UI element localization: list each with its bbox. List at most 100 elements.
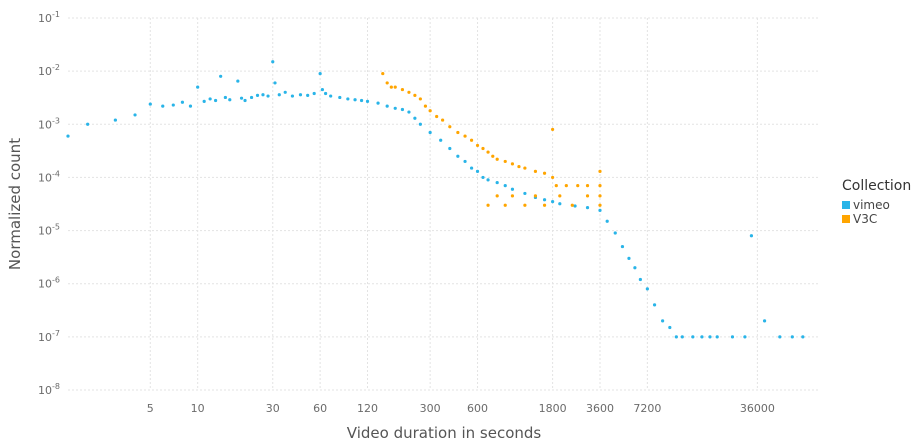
point-vimeo (385, 104, 389, 108)
point-v3c (441, 118, 445, 122)
point-vimeo (318, 71, 322, 76)
point-vimeo (668, 325, 672, 330)
point-vimeo (680, 335, 684, 339)
y-tick-base: 10 (38, 331, 52, 344)
point-vimeo (171, 103, 175, 107)
y-tick-exponent: -8 (52, 382, 60, 391)
point-vimeo (324, 91, 328, 96)
point-vimeo (359, 98, 364, 103)
point-v3c (523, 203, 527, 207)
point-vimeo (778, 335, 782, 339)
point-vimeo (214, 98, 218, 103)
point-vimeo (418, 122, 422, 126)
point-v3c (491, 154, 495, 158)
point-v3c (598, 169, 602, 173)
y-tick-base: 10 (38, 65, 52, 78)
point-v3c (413, 93, 417, 97)
point-v3c (598, 203, 602, 207)
point-vimeo (365, 99, 370, 103)
point-vimeo (469, 166, 474, 170)
point-vimeo (715, 335, 719, 339)
point-vimeo (228, 98, 232, 102)
point-vimeo (266, 94, 270, 98)
point-v3c (510, 194, 515, 198)
point-vimeo (290, 94, 295, 98)
point-vimeo (645, 287, 649, 291)
point-v3c (469, 138, 474, 142)
y-tick-base: 10 (38, 118, 52, 131)
grid (68, 17, 820, 391)
point-vimeo (456, 154, 460, 158)
point-v3c (551, 175, 555, 180)
point-vimeo (113, 118, 117, 122)
point-vimeo (523, 191, 527, 196)
point-v3c (495, 157, 499, 161)
y-tick-label: 10-5 (38, 223, 60, 238)
point-vimeo (551, 200, 555, 204)
point-vimeo (801, 335, 805, 339)
y-tick-base: 10 (38, 278, 52, 291)
point-v3c (542, 171, 547, 175)
point-v3c (554, 184, 558, 188)
y-axis-ticks: 10-810-710-610-510-410-310-210-1 (38, 10, 60, 397)
point-vimeo (86, 122, 90, 126)
point-vimeo (510, 187, 515, 191)
point-v3c (385, 81, 389, 85)
point-vimeo (249, 95, 254, 100)
x-tick-label: 36000 (740, 402, 775, 415)
point-vimeo (66, 134, 70, 138)
x-tick-label: 1800 (539, 402, 567, 415)
y-tick-exponent: -5 (52, 223, 60, 232)
point-vimeo (208, 97, 212, 101)
y-tick-base: 10 (38, 12, 52, 25)
point-vimeo (413, 116, 417, 120)
point-vimeo (749, 234, 754, 238)
x-axis-title: Video duration in seconds (347, 424, 542, 442)
y-tick-label: 10-4 (38, 169, 60, 184)
y-tick-exponent: -7 (52, 329, 60, 338)
point-v3c (517, 164, 521, 169)
point-v3c (481, 146, 485, 151)
x-tick-label: 5 (147, 402, 154, 415)
point-v3c (435, 114, 439, 119)
x-tick-label: 600 (467, 402, 488, 415)
point-vimeo (790, 335, 794, 339)
point-vimeo (503, 184, 507, 188)
x-tick-label: 3600 (586, 402, 614, 415)
point-v3c (558, 194, 562, 198)
point-vimeo (236, 79, 240, 83)
y-tick-exponent: -4 (52, 169, 60, 178)
y-tick-label: 10-8 (38, 382, 60, 397)
point-vimeo (691, 335, 695, 339)
x-axis-ticks: 5 10 30 60 120 300 600 1800 3600 7200 36000 (147, 402, 775, 415)
point-v3c (510, 162, 515, 166)
point-v3c (418, 97, 422, 101)
legend-swatch-vimeo (842, 201, 850, 209)
point-v3c (523, 166, 527, 170)
legend-label-v3c: V3C (853, 212, 877, 226)
point-vimeo (486, 178, 490, 182)
point-vimeo (481, 175, 485, 180)
point-vimeo (708, 335, 712, 339)
point-v3c (381, 71, 385, 76)
point-vimeo (475, 169, 480, 173)
y-tick-exponent: -6 (52, 276, 60, 285)
point-v3c (495, 194, 499, 198)
y-tick-label: 10-2 (38, 63, 60, 78)
point-v3c (428, 109, 432, 113)
point-v3c (486, 203, 490, 207)
data-points (66, 60, 805, 339)
point-vimeo (400, 107, 405, 112)
point-vimeo (255, 93, 260, 97)
point-v3c (448, 125, 452, 129)
point-vimeo (239, 96, 244, 100)
point-vimeo (448, 146, 452, 151)
point-vimeo (661, 319, 665, 323)
point-vimeo (298, 93, 303, 97)
point-vimeo (188, 104, 193, 108)
point-vimeo (161, 104, 165, 108)
point-vimeo (627, 256, 631, 260)
point-vimeo (180, 100, 185, 104)
point-vimeo (273, 81, 277, 85)
